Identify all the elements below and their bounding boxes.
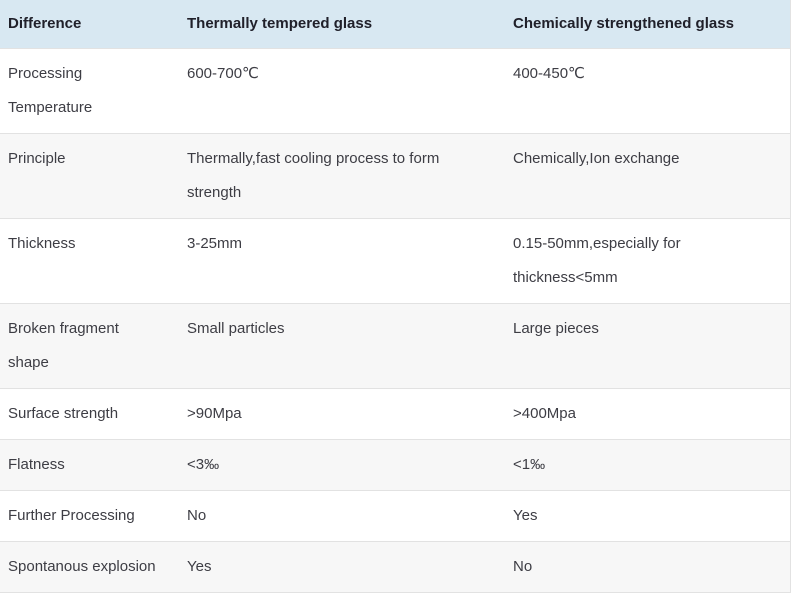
- difference-cell: Surface strength: [0, 388, 179, 440]
- chemical-value-cell: Large pieces: [505, 303, 790, 389]
- table-row: Flatness <3‰ <1‰: [0, 439, 790, 491]
- table-row: Surface strength >90Mpa >400Mpa: [0, 388, 790, 440]
- header-row: Difference Thermally tempered glass Chem…: [0, 0, 790, 49]
- thermal-value-cell: Yes: [179, 541, 505, 593]
- thermal-value-cell: <3‰: [179, 439, 505, 491]
- column-header-thermal: Thermally tempered glass: [179, 0, 505, 49]
- difference-cell: Processing Temperature: [0, 48, 179, 134]
- thermal-value-cell: 3-25mm: [179, 218, 505, 304]
- table-row: Further Processing No Yes: [0, 490, 790, 542]
- difference-cell: Flatness: [0, 439, 179, 491]
- difference-cell: Thickness: [0, 218, 179, 304]
- chemical-value-cell: 0.15-50mm,especially for thickness<5mm: [505, 218, 790, 304]
- thermal-value-cell: >90Mpa: [179, 388, 505, 440]
- chemical-value-cell: Chemically,Ion exchange: [505, 133, 790, 219]
- table-row: Processing Temperature 600-700℃ 400-450℃: [0, 48, 790, 134]
- chemical-value-cell: <1‰: [505, 439, 790, 491]
- thermal-value-cell: No: [179, 490, 505, 542]
- column-header-difference: Difference: [0, 0, 179, 49]
- difference-cell: Broken fragment shape: [0, 303, 179, 389]
- difference-cell: Principle: [0, 133, 179, 219]
- chemical-value-cell: 400-450℃: [505, 48, 790, 134]
- column-header-chemical: Chemically strengthened glass: [505, 0, 790, 49]
- table-row: Broken fragment shape Small particles La…: [0, 303, 790, 389]
- chemical-value-cell: No: [505, 541, 790, 593]
- table-header: Difference Thermally tempered glass Chem…: [0, 0, 790, 49]
- chemical-value-cell: >400Mpa: [505, 388, 790, 440]
- table-row: Principle Thermally,fast cooling process…: [0, 133, 790, 219]
- comparison-table: Difference Thermally tempered glass Chem…: [0, 0, 791, 593]
- thermal-value-cell: Thermally,fast cooling process to form s…: [179, 133, 505, 219]
- difference-cell: Further Processing: [0, 490, 179, 542]
- table-row: Spontanous explosion Yes No: [0, 541, 790, 593]
- chemical-value-cell: Yes: [505, 490, 790, 542]
- table-row: Thickness 3-25mm 0.15-50mm,especially fo…: [0, 218, 790, 304]
- table-body: Processing Temperature 600-700℃ 400-450℃…: [0, 48, 790, 593]
- difference-cell: Spontanous explosion: [0, 541, 179, 593]
- thermal-value-cell: 600-700℃: [179, 48, 505, 134]
- thermal-value-cell: Small particles: [179, 303, 505, 389]
